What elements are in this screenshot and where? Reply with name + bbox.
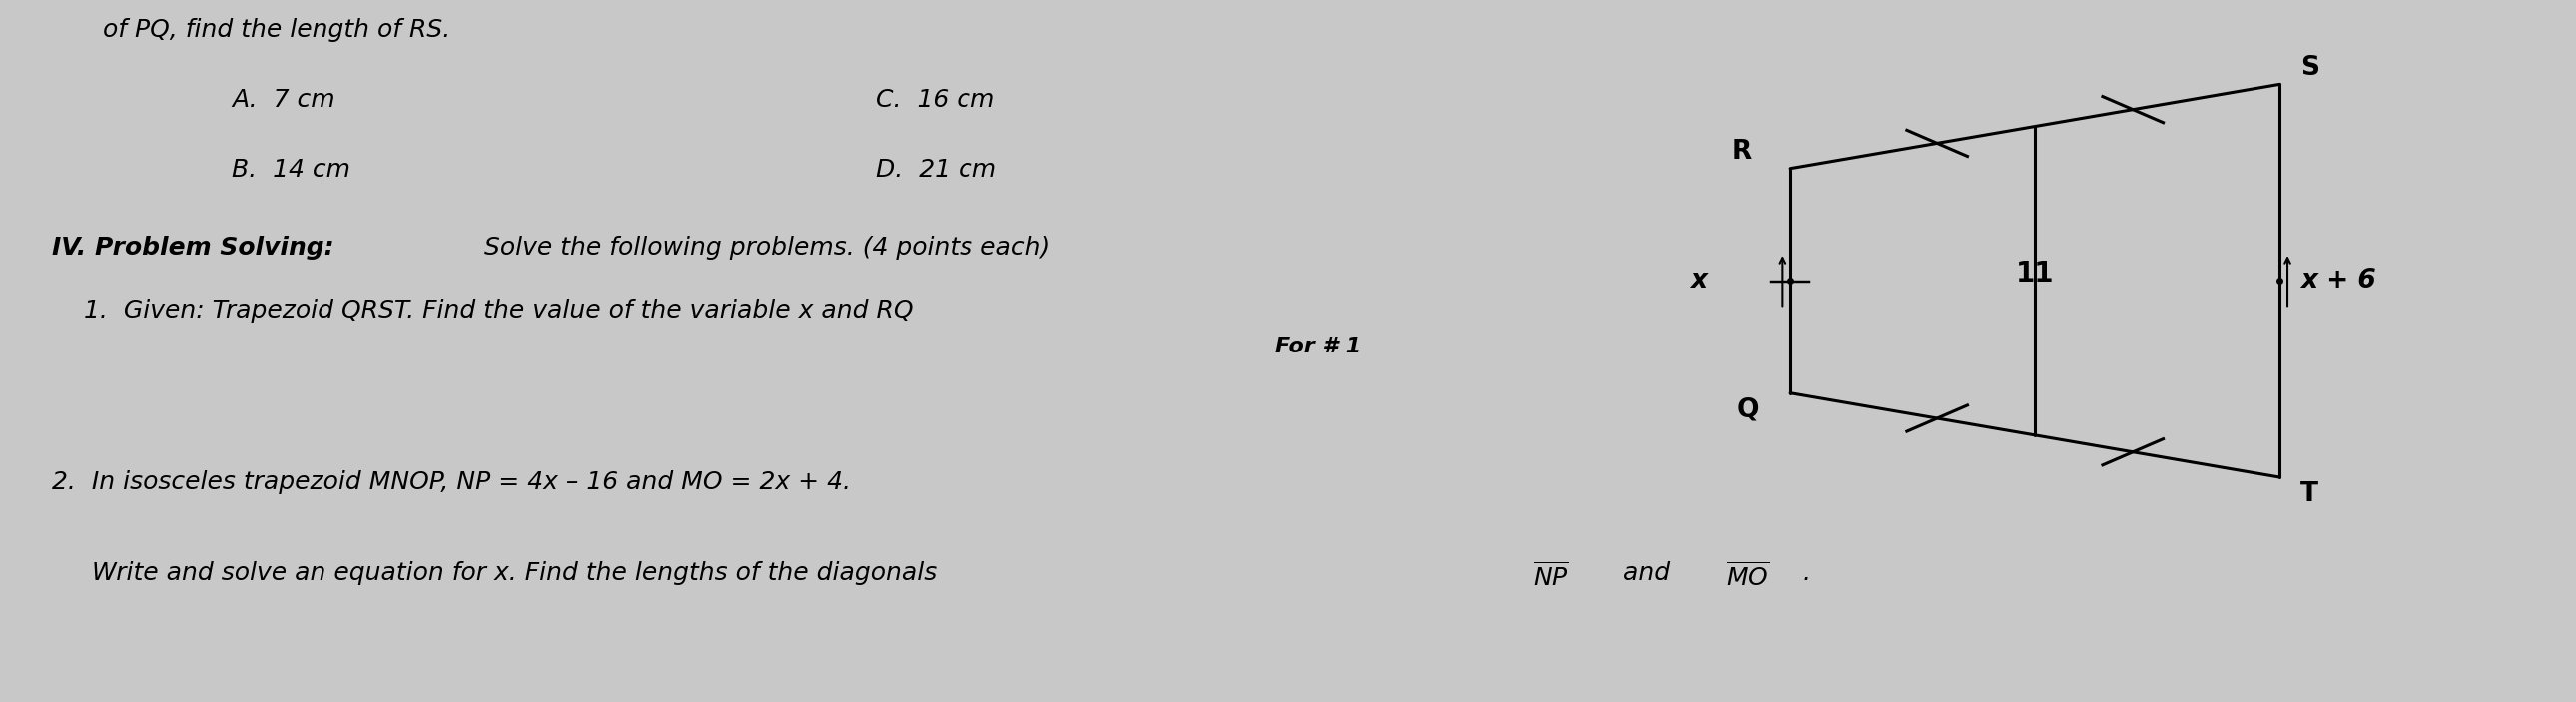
Text: T: T xyxy=(2300,481,2318,507)
Text: Write and solve an equation for x. Find the lengths of the diagonals: Write and solve an equation for x. Find … xyxy=(52,562,945,585)
Text: R: R xyxy=(1731,139,1752,165)
Text: $\overline{\mathit{NP}}$: $\overline{\mathit{NP}}$ xyxy=(1533,562,1569,590)
Text: .: . xyxy=(1803,562,1811,585)
Text: 1.  Given: Trapezoid QRST. Find the value of the variable x and RQ: 1. Given: Trapezoid QRST. Find the value… xyxy=(52,298,912,322)
Text: $\overline{\mathit{MO}}$: $\overline{\mathit{MO}}$ xyxy=(1726,562,1770,590)
Text: IV. Problem Solving:: IV. Problem Solving: xyxy=(52,235,335,259)
Text: 11: 11 xyxy=(2017,260,2053,288)
Text: Solve the following problems. (4 points each): Solve the following problems. (4 points … xyxy=(477,235,1051,259)
Text: S: S xyxy=(2300,55,2318,81)
Text: and: and xyxy=(1615,562,1677,585)
Text: 2.  In isosceles trapezoid MNOP, NP = 4x – 16 and MO = 2x + 4.: 2. In isosceles trapezoid MNOP, NP = 4x … xyxy=(52,470,850,494)
Text: For # 1: For # 1 xyxy=(1275,337,1360,357)
Text: B.  14 cm: B. 14 cm xyxy=(232,158,350,182)
Text: C.  16 cm: C. 16 cm xyxy=(876,88,994,112)
Text: x: x xyxy=(1690,268,1708,293)
Text: A.  7 cm: A. 7 cm xyxy=(232,88,335,112)
Text: D.  21 cm: D. 21 cm xyxy=(876,158,997,182)
Text: of PQ, find the length of RS.: of PQ, find the length of RS. xyxy=(103,18,451,41)
Text: Q: Q xyxy=(1736,397,1759,423)
Text: x + 6: x + 6 xyxy=(2300,268,2375,293)
